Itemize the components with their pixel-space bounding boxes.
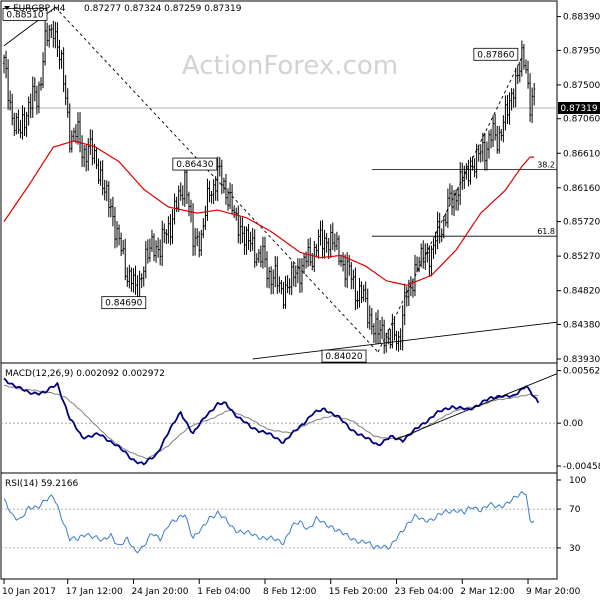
watermark: ActionForex.com bbox=[182, 51, 398, 81]
price-tick-label: 0.88390 bbox=[563, 13, 600, 23]
rsi-title: RSI(14) 59.2166 bbox=[5, 479, 78, 489]
price-tick-label: 0.86610 bbox=[563, 149, 600, 159]
x-tick-label: 8 Feb 12:00 bbox=[263, 587, 317, 597]
x-tick-label: 10 Jan 2017 bbox=[2, 587, 56, 597]
price-annotation-label: 0.84690 bbox=[105, 299, 142, 309]
rsi-panel bbox=[0, 472, 558, 580]
current-price-label: 0.87319 bbox=[560, 104, 597, 114]
x-tick-label: 17 Jan 12:00 bbox=[66, 587, 123, 597]
macd-lines bbox=[3, 373, 558, 466]
fib-level-label: 38.2 bbox=[537, 160, 555, 169]
trendline bbox=[252, 321, 558, 360]
current-price-box bbox=[558, 102, 600, 114]
moving-average-path bbox=[3, 140, 535, 286]
macd-title: MACD(12,26,9) 0.002092 0.002972 bbox=[5, 369, 165, 379]
x-tick-label: 1 Feb 04:00 bbox=[197, 587, 251, 597]
x-tick-label: 9 Mar 20:00 bbox=[526, 587, 581, 597]
macd-tick-label: 0.00 bbox=[563, 419, 583, 429]
x-tick-label: 23 Feb 04:00 bbox=[395, 587, 454, 597]
x-tick-label: 15 Feb 20:00 bbox=[329, 587, 388, 597]
price-annotations: 0.88510 0.84690 0.86430 0.84020 0.87860 bbox=[2, 7, 519, 363]
macd-y-axis: 0.005627 0.00 -0.004586 bbox=[557, 367, 600, 472]
macd-tick-label: -0.004586 bbox=[563, 462, 600, 472]
macd-trendline bbox=[394, 373, 558, 441]
candles bbox=[3, 20, 536, 354]
price-tick-label: 0.87060 bbox=[563, 115, 600, 125]
rsi-line-path bbox=[3, 490, 535, 554]
moving-average-line bbox=[3, 140, 535, 286]
macd-line-path bbox=[3, 377, 540, 466]
ohlc-label: 0.87277 0.87324 0.87259 0.87319 bbox=[84, 4, 242, 14]
rsi-tick-label: 100 bbox=[569, 476, 586, 486]
dashed-trendline bbox=[55, 7, 379, 353]
price-annotation-box bbox=[321, 349, 367, 363]
price-tick-label: 0.86160 bbox=[563, 184, 600, 194]
price-y-axis: 0.88390 0.87950 0.87500 0.87060 0.86610 0.861… bbox=[557, 13, 600, 365]
macd-signal-path bbox=[3, 384, 539, 459]
price-tick-label: 0.84820 bbox=[563, 287, 600, 297]
rsi-tick-label: 30 bbox=[569, 544, 581, 554]
price-annotation-box bbox=[2, 7, 48, 21]
price-annotation-box bbox=[473, 47, 519, 61]
symbol-label: EURGBP,H4 bbox=[13, 4, 66, 14]
price-tick-label: 0.87500 bbox=[563, 81, 600, 91]
macd-panel bbox=[0, 362, 558, 474]
x-tick-label: 2 Mar 12:00 bbox=[460, 587, 515, 597]
dropdown-triangle-icon bbox=[4, 6, 10, 10]
price-annotation-label: 0.88510 bbox=[6, 10, 43, 20]
fib-level-label: 61.8 bbox=[537, 227, 555, 236]
header: EURGBP,H4 0.87277 0.87324 0.87259 0.8731… bbox=[4, 4, 242, 14]
price-annotation-box bbox=[101, 296, 147, 310]
rsi-lines bbox=[3, 490, 535, 554]
price-annotation-box bbox=[172, 157, 218, 171]
price-annotation-label: 0.86430 bbox=[176, 160, 213, 170]
price-annotation-label: 0.84020 bbox=[325, 352, 362, 362]
rsi-y-axis: 100 70 30 bbox=[557, 476, 586, 554]
price-tick-label: 0.85720 bbox=[563, 218, 600, 228]
rsi-tick-label: 70 bbox=[569, 505, 581, 515]
rsi-grid bbox=[1, 508, 557, 549]
price-tick-label: 0.85270 bbox=[563, 252, 600, 262]
price-tick-label: 0.87950 bbox=[563, 46, 600, 56]
x-axis: 10 Jan 2017 17 Jan 12:00 24 Jan 20:00 1 Feb… bbox=[2, 579, 581, 597]
price-tick-label: 0.84380 bbox=[563, 320, 600, 330]
price-tick-label: 0.83930 bbox=[563, 355, 600, 365]
price-annotation-label: 0.87860 bbox=[477, 50, 514, 60]
macd-tick-label: 0.005627 bbox=[563, 367, 600, 377]
x-tick-label: 24 Jan 20:00 bbox=[131, 587, 188, 597]
